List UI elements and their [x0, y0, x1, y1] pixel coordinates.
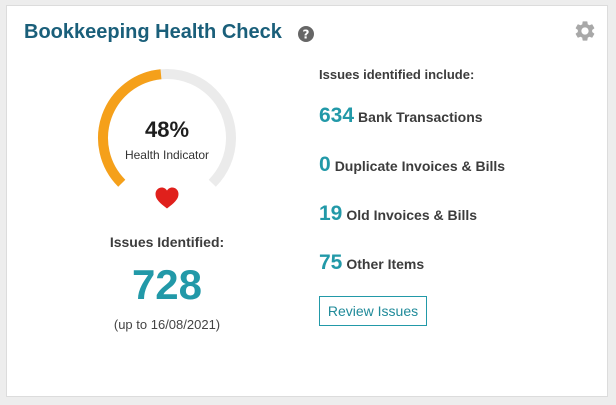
issues-date-range: (up to 16/08/2021)	[113, 317, 221, 332]
issue-item-old-invoices[interactable]: 19 Old Invoices & Bills	[319, 202, 477, 226]
widget-title: Bookkeeping Health Check	[24, 21, 282, 43]
issue-label: Other Items	[346, 256, 425, 272]
issue-item-bank-transactions[interactable]: 634 Bank Transactions	[319, 104, 483, 128]
health-check-card: Bookkeeping Health Check ? 48% Health In…	[6, 5, 608, 397]
issue-count: 19	[319, 202, 343, 225]
health-indicator-label: Health Indicator	[124, 148, 210, 162]
heart-icon	[155, 187, 179, 209]
health-percentage: 48%	[144, 117, 190, 142]
svg-text:?: ?	[303, 28, 310, 42]
review-issues-button[interactable]: Review Issues	[319, 296, 427, 326]
issue-item-other-items[interactable]: 75 Other Items	[319, 251, 424, 275]
gauge-fill	[98, 69, 162, 187]
issues-total: 728	[131, 261, 203, 308]
health-gauge	[98, 68, 236, 187]
issues-list-heading: Issues identified include:	[319, 67, 475, 82]
issue-item-duplicate-invoices[interactable]: 0 Duplicate Invoices & Bills	[319, 153, 505, 177]
issue-count: 75	[319, 251, 343, 274]
issue-label: Old Invoices & Bills	[346, 207, 478, 223]
issue-count: 634	[319, 104, 355, 127]
issue-label: Duplicate Invoices & Bills	[334, 158, 506, 174]
gear-icon[interactable]	[573, 19, 597, 43]
question-circle-icon[interactable]: ?	[298, 26, 314, 42]
issues-identified-heading: Issues Identified:	[109, 234, 225, 250]
issue-count: 0	[319, 153, 331, 176]
issue-label: Bank Transactions	[358, 109, 483, 125]
